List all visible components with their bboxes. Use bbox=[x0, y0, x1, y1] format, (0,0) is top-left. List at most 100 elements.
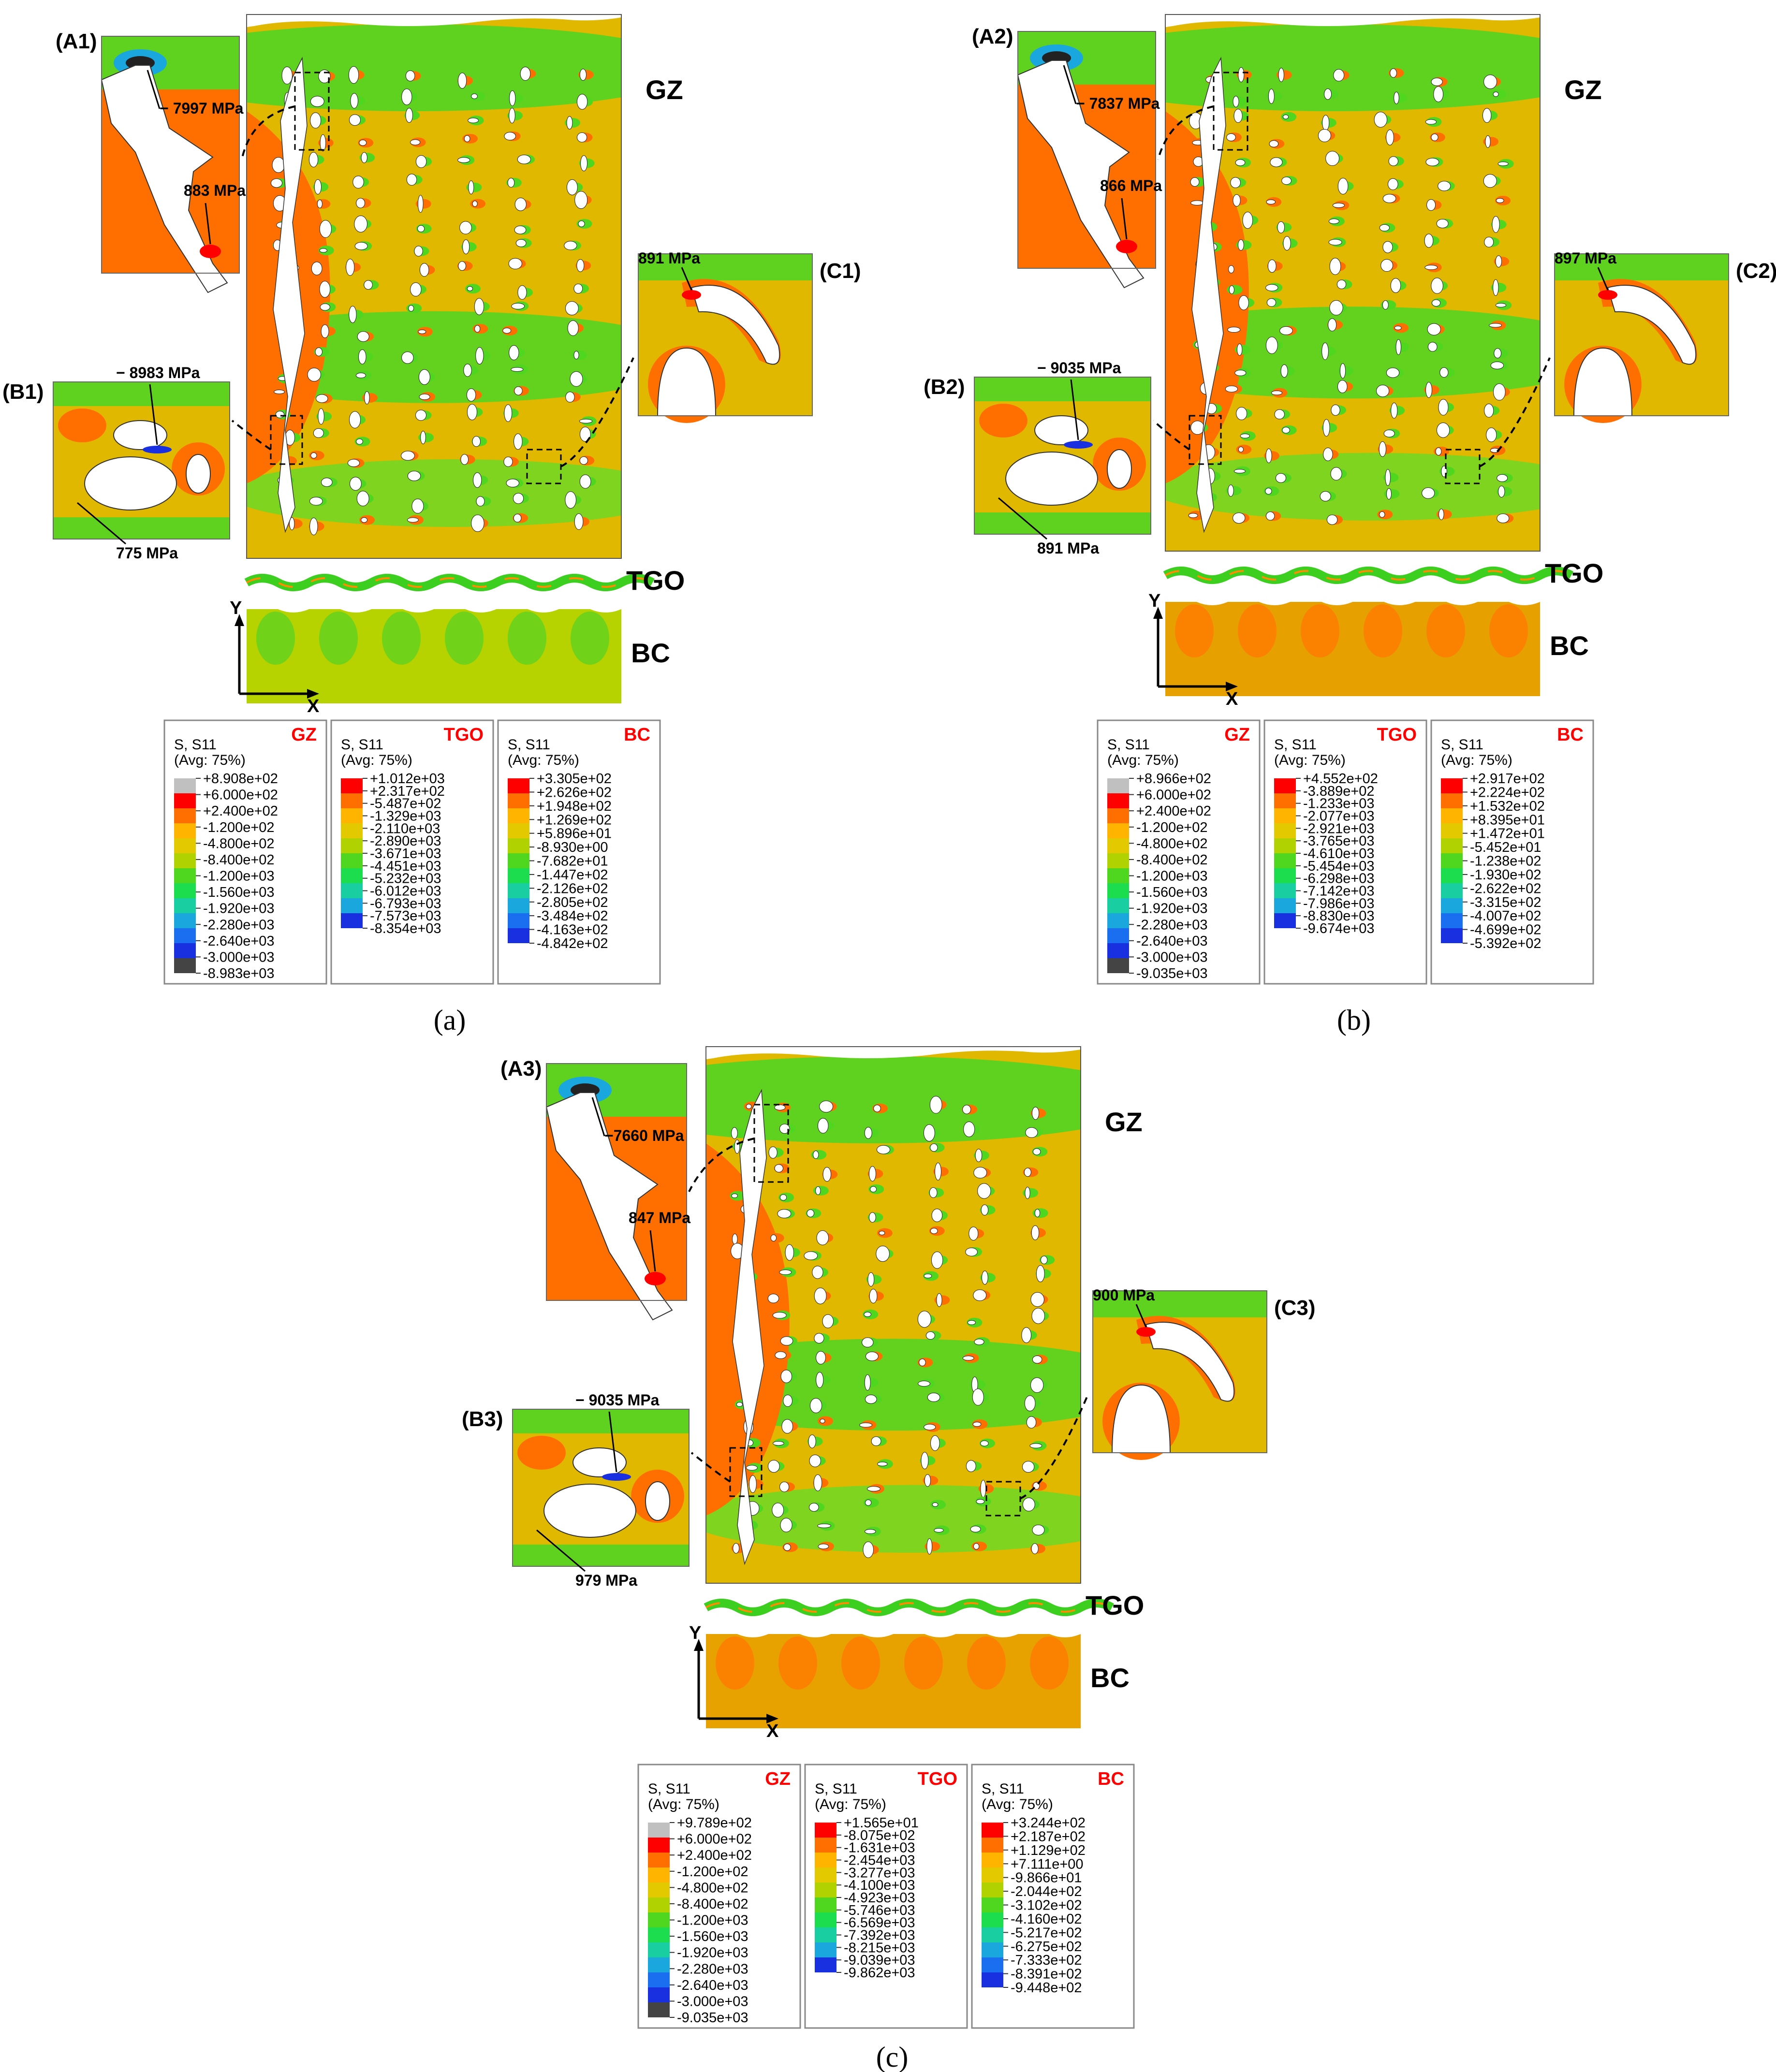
inset-c-border bbox=[1554, 253, 1729, 416]
pore bbox=[822, 1167, 832, 1182]
legend-value: -9.448e+02 bbox=[1011, 1980, 1082, 1996]
pore bbox=[1498, 485, 1505, 498]
inset-a-connector bbox=[241, 105, 295, 160]
pore bbox=[1265, 487, 1272, 495]
bc-top-edge bbox=[247, 595, 621, 613]
pore bbox=[565, 301, 579, 316]
pore bbox=[1337, 177, 1349, 195]
vertical-crack bbox=[1191, 57, 1226, 533]
gz-top-band bbox=[247, 24, 621, 111]
pore bbox=[515, 239, 527, 248]
inset-c-connector bbox=[1479, 357, 1551, 467]
pore bbox=[1268, 88, 1275, 104]
legend-header: S, S11 bbox=[1441, 737, 1483, 753]
legend-averaging: (Avg: 75%) bbox=[341, 752, 412, 768]
legend-swatch bbox=[174, 898, 196, 913]
inset-a-max-annotation: 847 MPa bbox=[629, 1209, 690, 1226]
pore bbox=[1328, 318, 1337, 332]
pore bbox=[870, 1186, 877, 1193]
pore bbox=[1438, 181, 1451, 191]
pore bbox=[780, 1518, 793, 1532]
legend-value: -8.075e+02 bbox=[844, 1828, 915, 1843]
inset-c-pore bbox=[1573, 347, 1633, 416]
pore bbox=[1431, 77, 1443, 86]
legend-value: -5.232e+03 bbox=[370, 871, 441, 887]
pore bbox=[779, 1124, 790, 1134]
pore bbox=[355, 372, 366, 379]
vertical-crack bbox=[732, 1089, 767, 1565]
legend-swatch bbox=[1274, 853, 1296, 868]
pore bbox=[311, 262, 323, 276]
pore bbox=[1380, 259, 1394, 272]
pore bbox=[746, 1104, 752, 1109]
pore bbox=[864, 1529, 876, 1534]
pore bbox=[1188, 513, 1198, 518]
pore bbox=[508, 258, 522, 270]
legend-value: -7.986e+03 bbox=[1303, 896, 1375, 911]
pore bbox=[349, 477, 362, 491]
bc-stress-blob bbox=[256, 612, 295, 665]
pore bbox=[401, 88, 412, 105]
pore bbox=[1497, 474, 1508, 482]
pore bbox=[1435, 447, 1442, 456]
inset-b-min-pointer bbox=[149, 384, 158, 445]
pore bbox=[1230, 177, 1241, 189]
legend-value: -7.573e+03 bbox=[370, 908, 441, 924]
panel-caption: (c) bbox=[876, 2041, 909, 2072]
legend-swatch bbox=[1107, 853, 1129, 868]
x-axis-arrowhead bbox=[1226, 682, 1238, 691]
inset-a-max-spot bbox=[645, 1272, 666, 1285]
legend-swatch bbox=[1441, 883, 1463, 898]
pore bbox=[319, 248, 327, 253]
inset-a-max-spot bbox=[200, 245, 221, 258]
legend-value: -2.454e+03 bbox=[844, 1853, 915, 1868]
pore bbox=[1269, 140, 1279, 147]
legend-swatch bbox=[1107, 928, 1129, 943]
pore bbox=[817, 1523, 831, 1528]
pore bbox=[281, 66, 293, 85]
legend-header: S, S11 bbox=[341, 737, 383, 753]
pore bbox=[962, 1356, 974, 1361]
inset-b-pore bbox=[84, 456, 177, 511]
pore bbox=[1024, 1167, 1031, 1177]
pore bbox=[356, 438, 363, 445]
legend-swatch bbox=[341, 778, 363, 793]
legend-value: -7.142e+03 bbox=[1303, 884, 1375, 899]
legend-layer-tag: TGO bbox=[444, 725, 484, 745]
legend-value: +1.565e+01 bbox=[844, 1815, 919, 1831]
pore bbox=[1242, 211, 1253, 229]
pore bbox=[966, 1460, 976, 1473]
inset-b-max-pointer bbox=[77, 502, 126, 545]
pore bbox=[315, 347, 323, 356]
pore bbox=[1426, 199, 1436, 211]
legend-value: -6.012e+03 bbox=[370, 884, 441, 899]
inset-a-min-annotation: − 7837 MPa bbox=[1076, 95, 1160, 112]
pore bbox=[317, 199, 323, 208]
pore bbox=[930, 1143, 938, 1152]
inset-a-label: (A2) bbox=[972, 25, 1013, 48]
pore bbox=[464, 135, 470, 142]
legend-swatch bbox=[1441, 823, 1463, 838]
inset-b-pore bbox=[186, 454, 211, 494]
pore bbox=[929, 1095, 942, 1114]
legend-swatch bbox=[1441, 853, 1463, 868]
x-axis-arrowhead bbox=[766, 1714, 778, 1723]
pore bbox=[1485, 135, 1491, 148]
gz-layer-label: GZ bbox=[1564, 74, 1602, 105]
pore bbox=[573, 350, 579, 360]
inset-a-min-pointer bbox=[147, 70, 161, 109]
legend-swatch bbox=[508, 808, 529, 823]
pore bbox=[352, 175, 364, 189]
legend-swatch bbox=[982, 1882, 1003, 1897]
legend-value: -1.238e+02 bbox=[1470, 854, 1541, 869]
pore bbox=[1326, 514, 1338, 525]
pore bbox=[783, 1543, 791, 1551]
pore bbox=[350, 93, 358, 109]
legend-value: -1.200e+02 bbox=[203, 820, 275, 835]
tgo-stress-spots bbox=[705, 1602, 1113, 1613]
pore bbox=[418, 369, 430, 385]
inset-c-green-top bbox=[638, 254, 812, 280]
pore bbox=[506, 479, 519, 488]
legend-swatch bbox=[648, 1927, 670, 1942]
pore bbox=[1382, 241, 1393, 253]
